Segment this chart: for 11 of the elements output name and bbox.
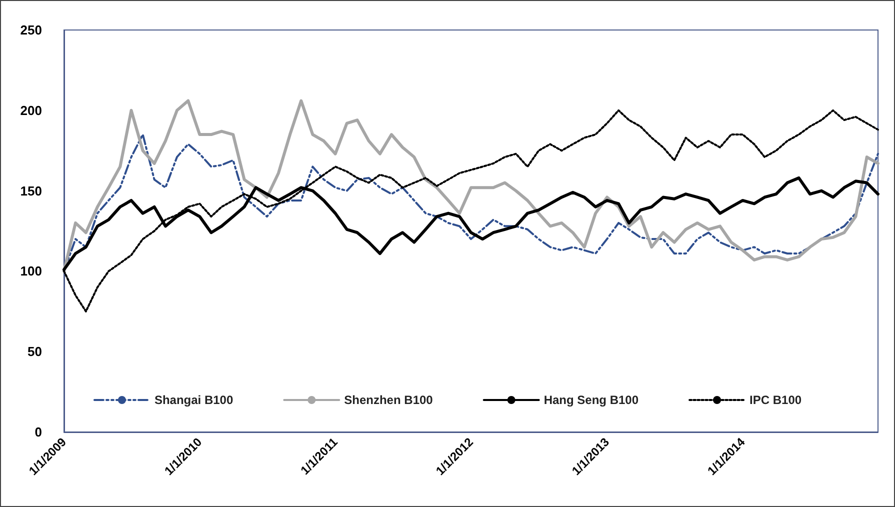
y-tick-label: 50 — [28, 344, 42, 360]
legend-label: Shangai B100 — [154, 393, 234, 407]
y-tick-label: 0 — [34, 424, 42, 440]
y-tick-label: 250 — [20, 22, 42, 38]
line-series — [62, 99, 880, 273]
legend-label: IPC B100 — [750, 393, 802, 407]
legend-label: Hang Seng B100 — [544, 393, 639, 407]
legend-label: Shenzhen B100 — [344, 393, 434, 407]
y-tick-label: 200 — [20, 102, 42, 118]
y-tick-label: 150 — [20, 183, 42, 198]
y-tick-label: 100 — [20, 264, 42, 279]
